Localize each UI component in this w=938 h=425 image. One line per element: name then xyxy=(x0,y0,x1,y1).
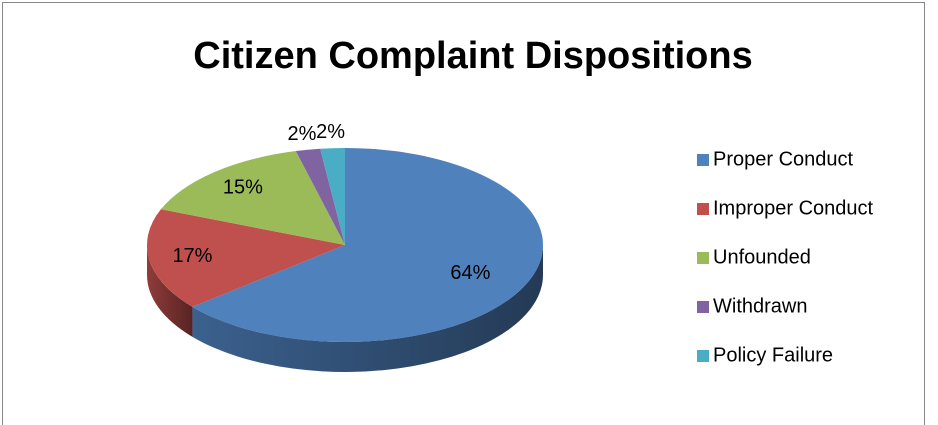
legend-swatch xyxy=(697,350,709,362)
slice xyxy=(147,209,345,307)
slice xyxy=(192,148,543,342)
chart-title: Citizen Complaint Dispositions xyxy=(193,35,752,77)
legend-swatch xyxy=(697,252,709,264)
slice xyxy=(295,148,345,245)
data-label: 64% xyxy=(450,262,490,284)
legend-swatch xyxy=(697,301,709,313)
legend-label: Proper Conduct xyxy=(713,148,854,170)
pie-tops xyxy=(147,148,543,342)
legend-label: Improper Conduct xyxy=(713,197,874,219)
pie-sides xyxy=(147,245,543,372)
legend-swatch xyxy=(697,203,709,215)
legend-swatch xyxy=(697,154,709,166)
legend-label: Withdrawn xyxy=(713,295,807,317)
slice xyxy=(320,148,345,245)
slice xyxy=(160,151,345,245)
legend-label: Unfounded xyxy=(713,246,811,268)
slice-side xyxy=(147,245,193,337)
data-label: 17% xyxy=(172,245,212,267)
data-label: 2% xyxy=(288,123,317,145)
legend: Proper Conduct Improper Conduct Unfounded W… xyxy=(697,148,874,366)
data-labels: 64% 17% 15% 2% 2% xyxy=(172,121,490,284)
data-label: 2% xyxy=(316,121,345,143)
data-label: 15% xyxy=(223,177,263,199)
legend-label: Policy Failure xyxy=(713,344,833,366)
slice-side xyxy=(192,245,543,372)
